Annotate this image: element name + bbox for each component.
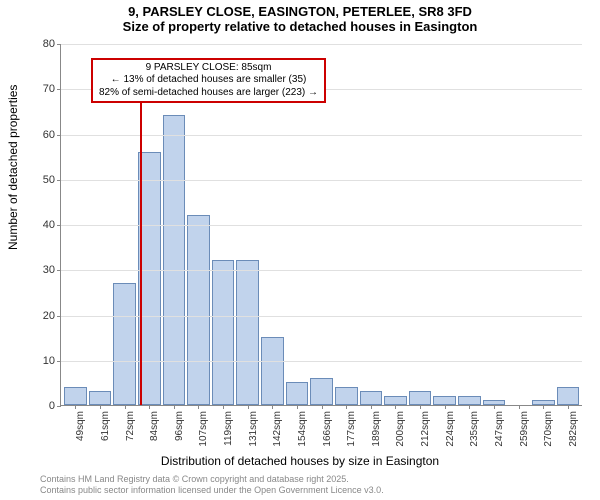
bar (187, 215, 210, 405)
x-tick-mark (494, 405, 495, 409)
x-tick-mark (125, 405, 126, 409)
attribution-line-1: Contains HM Land Registry data © Crown c… (40, 474, 384, 485)
bar (212, 260, 235, 405)
x-tick-label: 212sqm (420, 411, 431, 447)
bar (557, 387, 580, 405)
x-tick-label: 282sqm (568, 411, 579, 447)
x-axis-label: Distribution of detached houses by size … (0, 454, 600, 468)
x-tick-mark (272, 405, 273, 409)
bar (384, 396, 407, 405)
chart-title: 9, PARSLEY CLOSE, EASINGTON, PETERLEE, S… (0, 4, 600, 34)
x-tick-label: 142sqm (272, 411, 283, 447)
title-line-1: 9, PARSLEY CLOSE, EASINGTON, PETERLEE, S… (0, 4, 600, 19)
annotation-line-1: 9 PARSLEY CLOSE: 85sqm (99, 62, 318, 75)
x-tick-mark (346, 405, 347, 409)
y-tick-label: 40 (43, 219, 61, 231)
x-tick-label: 61sqm (100, 411, 111, 441)
x-tick-label: 270sqm (543, 411, 554, 447)
bar (360, 391, 383, 405)
bar (433, 396, 456, 405)
x-tick-mark (469, 405, 470, 409)
y-tick-label: 0 (49, 400, 61, 412)
bar (409, 391, 432, 405)
x-tick-mark (75, 405, 76, 409)
y-tick-label: 30 (43, 264, 61, 276)
x-tick-mark (322, 405, 323, 409)
highlight-line (140, 84, 142, 405)
bar (335, 387, 358, 405)
bar (261, 337, 284, 405)
x-tick-mark (445, 405, 446, 409)
y-tick-label: 10 (43, 355, 61, 367)
y-tick-label: 60 (43, 129, 61, 141)
x-tick-mark (174, 405, 175, 409)
x-tick-label: 84sqm (149, 411, 160, 441)
x-tick-label: 96sqm (174, 411, 185, 441)
x-tick-mark (568, 405, 569, 409)
attribution-line-2: Contains public sector information licen… (40, 485, 384, 496)
y-tick-label: 80 (43, 38, 61, 50)
y-tick-label: 50 (43, 174, 61, 186)
y-tick-label: 20 (43, 310, 61, 322)
annotation-line-2: ← 13% of detached houses are smaller (35… (99, 74, 318, 87)
x-tick-label: 200sqm (395, 411, 406, 447)
bar (64, 387, 87, 405)
x-tick-mark (223, 405, 224, 409)
attribution: Contains HM Land Registry data © Crown c… (40, 474, 384, 496)
x-tick-label: 235sqm (469, 411, 480, 447)
x-tick-label: 189sqm (371, 411, 382, 447)
bar (113, 283, 136, 405)
bar (310, 378, 333, 405)
bar (89, 391, 112, 405)
x-tick-label: 119sqm (223, 411, 234, 446)
x-tick-label: 177sqm (346, 411, 357, 447)
x-tick-mark (198, 405, 199, 409)
plot-area: 49sqm61sqm72sqm84sqm96sqm107sqm119sqm131… (60, 44, 582, 406)
x-tick-mark (371, 405, 372, 409)
x-tick-mark (100, 405, 101, 409)
x-tick-label: 131sqm (248, 411, 259, 447)
x-tick-label: 247sqm (494, 411, 505, 447)
x-tick-label: 166sqm (322, 411, 333, 447)
x-tick-label: 49sqm (75, 411, 86, 441)
x-tick-label: 259sqm (519, 411, 530, 447)
y-tick-label: 70 (43, 83, 61, 95)
x-tick-mark (149, 405, 150, 409)
x-tick-mark (519, 405, 520, 409)
x-tick-label: 107sqm (198, 411, 209, 447)
annotation-box: 9 PARSLEY CLOSE: 85sqm← 13% of detached … (91, 58, 326, 104)
title-line-2: Size of property relative to detached ho… (0, 19, 600, 34)
bar (458, 396, 481, 405)
x-tick-mark (248, 405, 249, 409)
x-tick-mark (543, 405, 544, 409)
x-tick-mark (395, 405, 396, 409)
x-tick-label: 72sqm (125, 411, 136, 441)
x-tick-mark (420, 405, 421, 409)
gridline (61, 44, 582, 45)
x-tick-mark (297, 405, 298, 409)
bar (236, 260, 259, 405)
histogram-chart: 9, PARSLEY CLOSE, EASINGTON, PETERLEE, S… (0, 0, 600, 500)
x-tick-label: 224sqm (445, 411, 456, 447)
bar (286, 382, 309, 405)
y-axis-label: Number of detached properties (6, 85, 20, 250)
annotation-line-3: 82% of semi-detached houses are larger (… (99, 87, 318, 100)
x-tick-label: 154sqm (297, 411, 308, 447)
